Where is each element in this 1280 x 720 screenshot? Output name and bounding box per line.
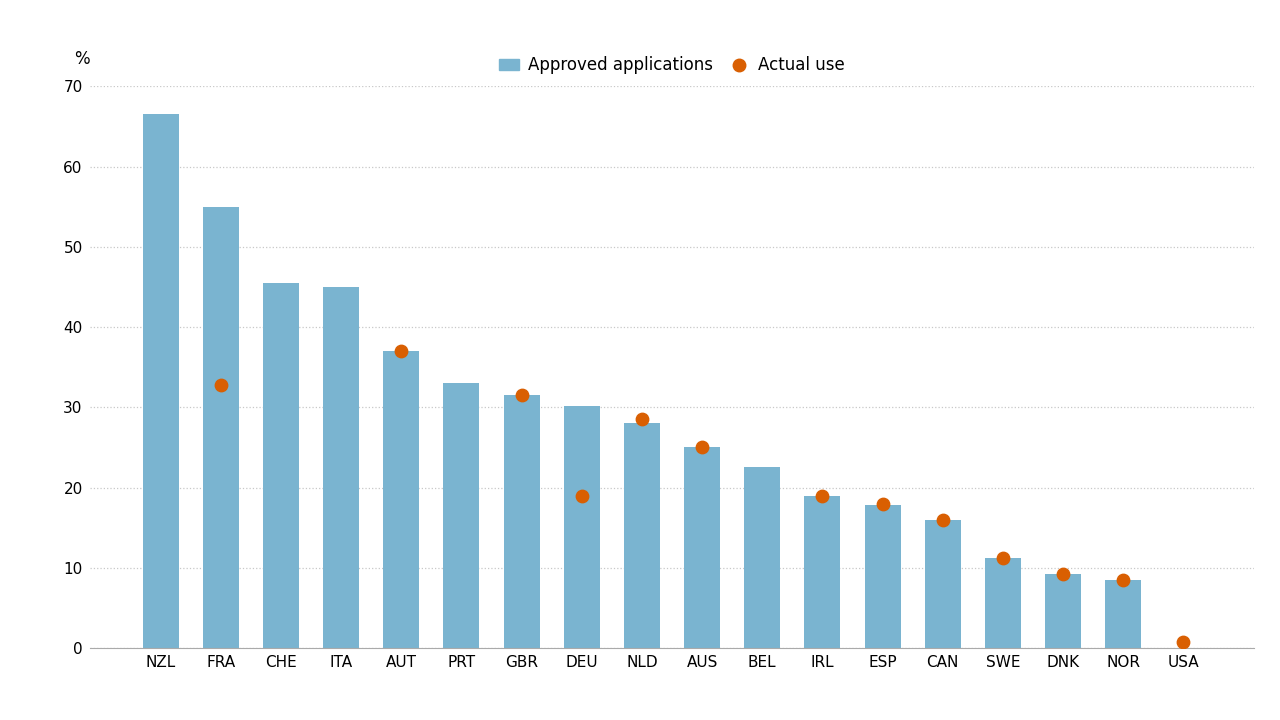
Point	[1053, 568, 1074, 580]
Bar	[623, 423, 660, 648]
Point	[813, 490, 833, 501]
Text: %: %	[74, 50, 90, 68]
Point	[1114, 574, 1134, 585]
Bar	[864, 505, 901, 648]
Point	[993, 552, 1014, 564]
Point	[1174, 636, 1194, 648]
Bar	[563, 405, 600, 648]
Point	[692, 441, 713, 453]
Bar	[804, 495, 841, 648]
Point	[571, 490, 591, 501]
Point	[933, 514, 954, 526]
Bar	[202, 207, 239, 648]
Bar	[503, 395, 540, 648]
Bar	[383, 351, 420, 648]
Bar	[924, 520, 961, 648]
Point	[210, 379, 230, 391]
Legend: Approved applications, Actual use: Approved applications, Actual use	[493, 50, 851, 81]
Bar	[443, 383, 480, 648]
Bar	[142, 114, 179, 648]
Bar	[323, 287, 360, 648]
Point	[511, 390, 531, 401]
Bar	[1044, 574, 1082, 648]
Point	[873, 498, 893, 509]
Point	[390, 346, 411, 357]
Bar	[744, 467, 781, 648]
Bar	[684, 447, 721, 648]
Bar	[262, 283, 300, 648]
Bar	[984, 558, 1021, 648]
Bar	[1105, 580, 1142, 648]
Point	[631, 413, 652, 425]
